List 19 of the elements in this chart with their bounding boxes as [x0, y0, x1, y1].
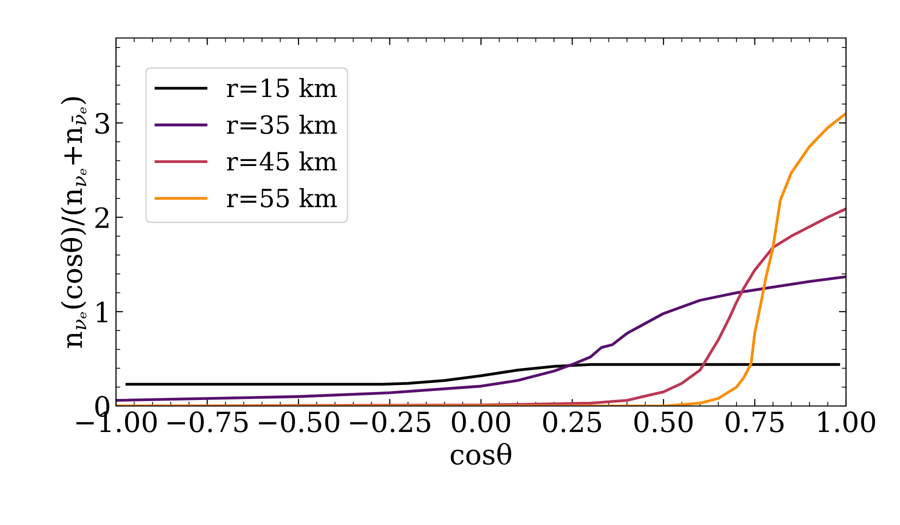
line-series: [126, 363, 840, 386]
line-series: [116, 275, 846, 402]
y-tick-label: 2: [95, 207, 108, 228]
legend-label: r=55 km: [226, 188, 337, 208]
y-tick-label: 1: [96, 302, 108, 322]
x-tick-label: −0.75: [168, 411, 248, 432]
legend-label: r=45 km: [226, 151, 337, 171]
legend-label: r=15 km: [226, 78, 337, 98]
x-axis-title: cosθ: [450, 443, 512, 465]
x-tick-label: 1.00: [818, 411, 876, 432]
x-tick-label: 0.75: [726, 411, 784, 432]
legend-label: r=35 km: [226, 114, 337, 134]
x-tick-label: −0.25: [350, 411, 430, 432]
x-tick-label: −0.50: [258, 411, 340, 432]
x-tick-label: 0.00: [452, 411, 510, 432]
y-axis-title: n$_{νₑ}$(cosθ)/(n$_{νₑ}$+n$_{ν̄ₑ}$): [60, 97, 86, 348]
x-tick-label: 0.25: [543, 411, 602, 432]
x-tick-label: 0.50: [634, 411, 693, 432]
y-tick-label: 3: [96, 112, 110, 134]
